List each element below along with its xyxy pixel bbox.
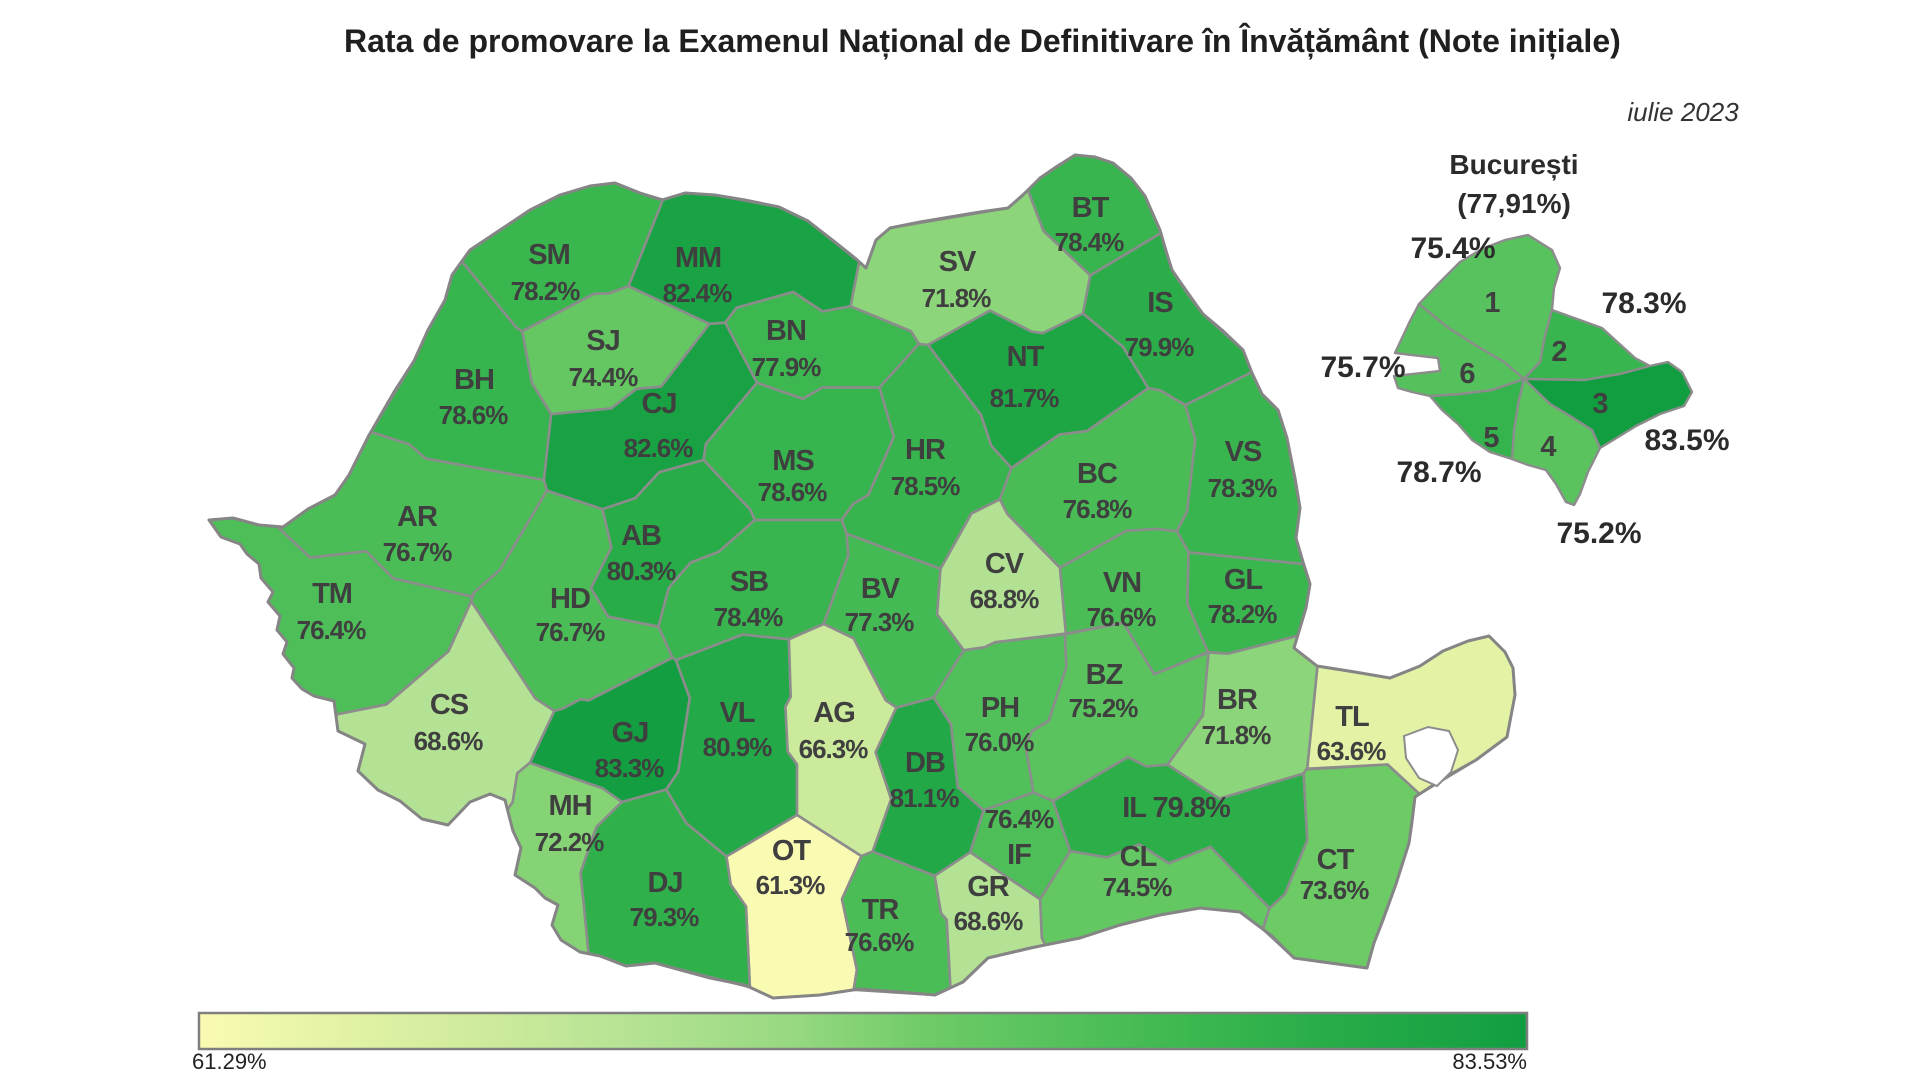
svg-text:AG: AG	[813, 697, 855, 729]
svg-text:AB: AB	[621, 520, 661, 552]
svg-text:78.2%: 78.2%	[511, 276, 581, 306]
svg-text:Rata de promovare la Examenul: Rata de promovare la Examenul Național d…	[344, 23, 1621, 59]
svg-text:68.6%: 68.6%	[954, 906, 1024, 936]
svg-text:79.3%: 79.3%	[630, 902, 700, 932]
svg-text:77.3%: 77.3%	[845, 607, 915, 637]
svg-text:TM: TM	[312, 578, 352, 610]
svg-text:(77,91%): (77,91%)	[1457, 188, 1571, 219]
svg-text:78.6%: 78.6%	[439, 400, 509, 430]
svg-text:București: București	[1449, 149, 1578, 180]
svg-text:3: 3	[1592, 388, 1608, 420]
svg-text:81.7%: 81.7%	[990, 383, 1060, 413]
svg-text:MH: MH	[548, 790, 591, 822]
svg-text:68.8%: 68.8%	[970, 584, 1040, 614]
svg-text:71.8%: 71.8%	[1202, 720, 1272, 750]
svg-text:76.6%: 76.6%	[845, 927, 915, 957]
svg-text:83.3%: 83.3%	[595, 753, 665, 783]
svg-text:79.9%: 79.9%	[1125, 332, 1195, 362]
svg-text:73.6%: 73.6%	[1300, 875, 1370, 905]
svg-text:1: 1	[1484, 287, 1500, 319]
svg-text:78.4%: 78.4%	[1055, 227, 1125, 257]
svg-text:iulie 2023: iulie 2023	[1627, 97, 1739, 127]
svg-text:76.4%: 76.4%	[297, 615, 367, 645]
svg-text:5: 5	[1483, 422, 1499, 454]
svg-text:AR: AR	[397, 501, 438, 533]
svg-text:81.1%: 81.1%	[890, 783, 960, 813]
svg-text:GL: GL	[1224, 564, 1263, 596]
svg-text:78.4%: 78.4%	[714, 602, 784, 632]
svg-text:IF: IF	[1007, 839, 1031, 871]
svg-text:4: 4	[1540, 431, 1556, 463]
svg-text:82.6%: 82.6%	[624, 433, 694, 463]
svg-text:82.4%: 82.4%	[663, 278, 733, 308]
svg-text:83.53%: 83.53%	[1452, 1049, 1527, 1073]
svg-text:IL 79.8%: IL 79.8%	[1122, 792, 1231, 824]
svg-text:VL: VL	[719, 697, 754, 729]
svg-text:BN: BN	[766, 315, 806, 347]
svg-text:BR: BR	[1217, 684, 1258, 716]
svg-text:SB: SB	[730, 566, 768, 598]
svg-text:OT: OT	[772, 835, 812, 867]
svg-text:76.7%: 76.7%	[536, 617, 606, 647]
svg-text:68.6%: 68.6%	[414, 726, 484, 756]
svg-text:BV: BV	[861, 573, 901, 605]
svg-text:75.4%: 75.4%	[1410, 232, 1495, 265]
svg-text:SV: SV	[939, 246, 977, 278]
svg-text:78.7%: 78.7%	[1396, 456, 1481, 489]
svg-text:76.7%: 76.7%	[383, 537, 453, 567]
svg-text:76.8%: 76.8%	[1063, 494, 1133, 524]
svg-text:SJ: SJ	[586, 325, 619, 357]
svg-text:MM: MM	[675, 242, 721, 274]
svg-text:6: 6	[1459, 358, 1475, 390]
svg-text:GR: GR	[967, 871, 1010, 903]
svg-text:71.8%: 71.8%	[922, 283, 992, 313]
svg-text:TL: TL	[1335, 701, 1369, 733]
svg-text:DB: DB	[905, 747, 945, 779]
svg-text:78.5%: 78.5%	[891, 471, 961, 501]
svg-text:63.6%: 63.6%	[1317, 736, 1387, 766]
svg-text:78.2%: 78.2%	[1208, 599, 1278, 629]
svg-text:76.6%: 76.6%	[1087, 602, 1157, 632]
svg-text:78.3%: 78.3%	[1601, 287, 1686, 320]
svg-text:VN: VN	[1103, 567, 1141, 599]
svg-text:GJ: GJ	[612, 717, 649, 749]
svg-text:80.9%: 80.9%	[703, 732, 773, 762]
svg-text:BT: BT	[1072, 192, 1110, 224]
svg-text:66.3%: 66.3%	[799, 734, 869, 764]
svg-text:61.29%: 61.29%	[192, 1049, 267, 1073]
svg-text:HR: HR	[905, 434, 946, 466]
svg-text:74.5%: 74.5%	[1103, 872, 1173, 902]
svg-text:72.2%: 72.2%	[535, 827, 605, 857]
svg-text:BH: BH	[454, 364, 494, 396]
svg-text:DJ: DJ	[647, 867, 682, 899]
svg-text:NT: NT	[1007, 341, 1045, 373]
svg-text:CV: CV	[985, 548, 1025, 580]
svg-text:IS: IS	[1147, 287, 1173, 319]
svg-text:74.4%: 74.4%	[569, 362, 639, 392]
svg-text:BC: BC	[1077, 458, 1118, 490]
svg-text:83.5%: 83.5%	[1644, 424, 1729, 457]
svg-text:61.3%: 61.3%	[756, 870, 826, 900]
svg-text:75.2%: 75.2%	[1556, 517, 1641, 550]
svg-text:CS: CS	[430, 689, 469, 721]
svg-text:77.9%: 77.9%	[752, 352, 822, 382]
svg-text:VS: VS	[1225, 436, 1262, 468]
svg-text:BZ: BZ	[1086, 659, 1123, 691]
svg-text:75.2%: 75.2%	[1069, 693, 1139, 723]
svg-text:MS: MS	[772, 445, 814, 477]
svg-text:CT: CT	[1317, 844, 1355, 876]
svg-text:80.3%: 80.3%	[607, 556, 677, 586]
svg-text:TR: TR	[862, 894, 900, 926]
svg-text:78.6%: 78.6%	[758, 477, 828, 507]
svg-text:76.0%: 76.0%	[965, 727, 1035, 757]
svg-text:75.7%: 75.7%	[1320, 351, 1405, 384]
svg-text:PH: PH	[981, 692, 1019, 724]
svg-text:HD: HD	[550, 583, 590, 615]
svg-text:78.3%: 78.3%	[1208, 473, 1278, 503]
svg-text:76.4%: 76.4%	[985, 804, 1055, 834]
svg-text:CL: CL	[1120, 841, 1157, 873]
svg-text:SM: SM	[528, 239, 570, 271]
svg-text:2: 2	[1551, 336, 1566, 368]
svg-text:CJ: CJ	[641, 388, 676, 420]
